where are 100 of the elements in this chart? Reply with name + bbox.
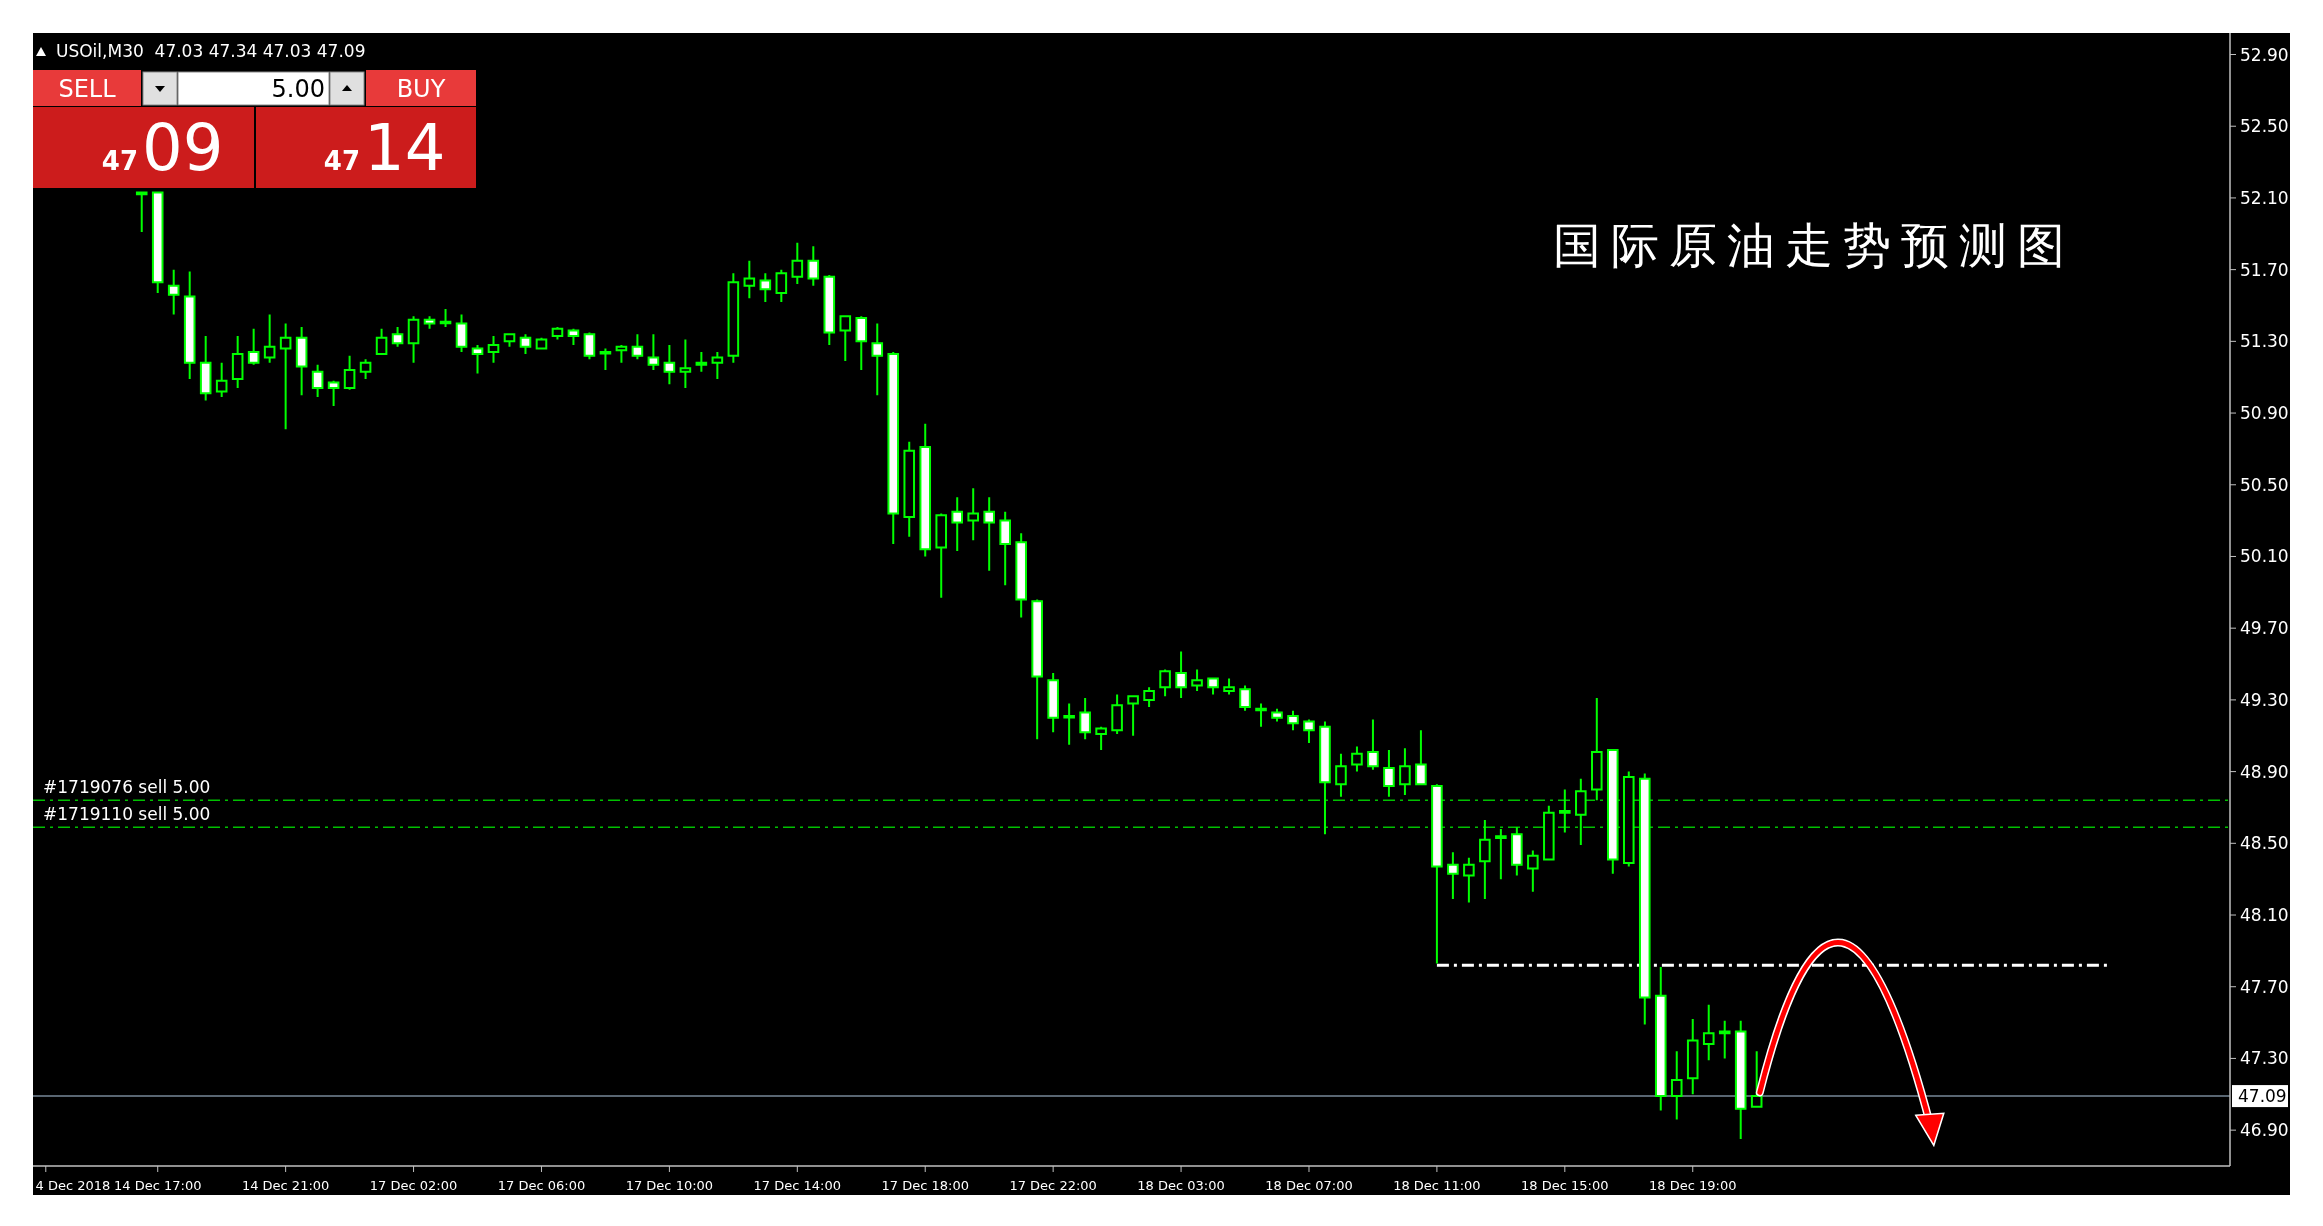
candlestick [1543,804,1555,861]
y-tick-label: 50.90 [2240,403,2289,424]
candlestick [1319,720,1331,836]
candlestick [1383,749,1395,798]
candlestick [1015,532,1027,619]
candlestick [1159,668,1171,698]
candlestick [631,333,644,361]
candlestick [1111,693,1123,735]
candlestick [1702,1003,1715,1062]
candlestick [1463,856,1475,904]
candlestick [471,343,484,375]
ref-line-label: 47.09 [2238,1086,2287,1107]
y-tick-label: 49.70 [2240,618,2289,639]
candlestick [1399,747,1411,796]
candlestick [295,326,308,397]
candlestick [1734,1019,1747,1141]
candlestick [215,361,228,398]
candlestick [263,313,276,364]
candlestick [1079,697,1091,741]
candlestick [743,259,756,300]
candlestick [551,326,564,341]
candlestick [1718,1019,1731,1060]
candlestick [983,496,995,572]
candlestick [1031,598,1043,741]
candlestick [567,327,580,346]
candlestick [1559,788,1571,834]
candlestick [167,268,180,316]
x-tick-label: 17 Dec 22:00 [1009,1178,1097,1193]
candlestick [1047,672,1059,734]
candlestick [823,274,836,346]
candlestick [343,354,356,391]
candlestick [1255,702,1267,728]
x-tick-label: 17 Dec 18:00 [881,1178,969,1193]
candlestick [1351,745,1363,773]
x-tick-label: 18 Dec 19:00 [1649,1178,1737,1193]
x-tick-label: 18 Dec 07:00 [1265,1178,1353,1193]
candlestick [423,315,436,330]
candlestick [439,308,452,329]
candlestick [1367,718,1379,771]
candlestick [1095,725,1107,752]
y-tick-label: 47.30 [2240,1048,2289,1069]
x-tick-label: 18 Dec 03:00 [1137,1178,1225,1193]
candlestick [487,334,500,364]
candlestick [375,327,388,355]
annotation: 14 [364,111,446,185]
y-tick-label: 51.30 [2240,331,2289,352]
candlestick [1415,729,1427,786]
annotation: 09 [142,111,224,185]
y-tick-label: 49.30 [2240,689,2289,710]
candlestick [1607,749,1619,875]
candlestick [1479,819,1491,900]
candlestick [1239,684,1251,712]
y-tick-label: 52.50 [2240,116,2289,137]
candlestick [1271,707,1283,723]
annotation: 47 [101,146,138,176]
text: 国际原油走势预测图 [1553,217,2075,273]
candlestick [407,315,420,364]
candlestick [807,245,820,287]
candlestick [1591,697,1603,802]
candlestick [1670,1050,1683,1121]
candlestick [759,272,772,303]
x-tick-label: 17 Dec 06:00 [497,1178,586,1193]
candlestick [519,333,532,355]
candlestick [1511,826,1523,877]
candlestick [1175,650,1187,700]
x-tick-label: 18 Dec 15:00 [1521,1178,1609,1193]
y-tick-label: 46.90 [2240,1120,2289,1141]
candlestick [359,358,372,380]
x-tick-label: 14 Dec 17:00 [114,1178,202,1193]
candlestick [183,270,196,380]
y-tick-label: 50.50 [2240,474,2289,495]
annotation: 5.00 [271,75,325,103]
x-tick-label: 18 Dec 11:00 [1393,1178,1481,1193]
x-tick-label: 4 Dec 2018 [35,1178,111,1193]
candlestick [247,327,260,366]
candlestick [967,487,979,542]
candlestick [647,333,660,372]
y-tick-label: 51.70 [2240,259,2289,280]
candlestick [583,331,596,361]
x-tick-label: 17 Dec 02:00 [369,1178,458,1193]
candlestick [1303,718,1315,744]
candlestick [1654,966,1667,1112]
y-tick-label: 50.10 [2240,546,2289,567]
annotation: BUY [396,75,446,103]
candlestick [1063,702,1075,746]
x-tick-label: 17 Dec 14:00 [753,1178,842,1193]
candlestick [1127,695,1139,737]
candlestick [279,322,292,431]
y-tick-label: 48.50 [2240,833,2289,854]
candlestick [919,422,932,558]
candlestick [1287,709,1299,732]
candlestick [1207,677,1219,696]
candlestick [1447,851,1459,900]
candlestick [663,343,676,386]
candlestick [327,379,340,407]
candlestick [791,241,804,285]
candlestick [887,351,900,545]
candlestick [679,338,692,389]
candlestick [1191,668,1203,692]
y-tick-label: 52.90 [2240,44,2289,65]
